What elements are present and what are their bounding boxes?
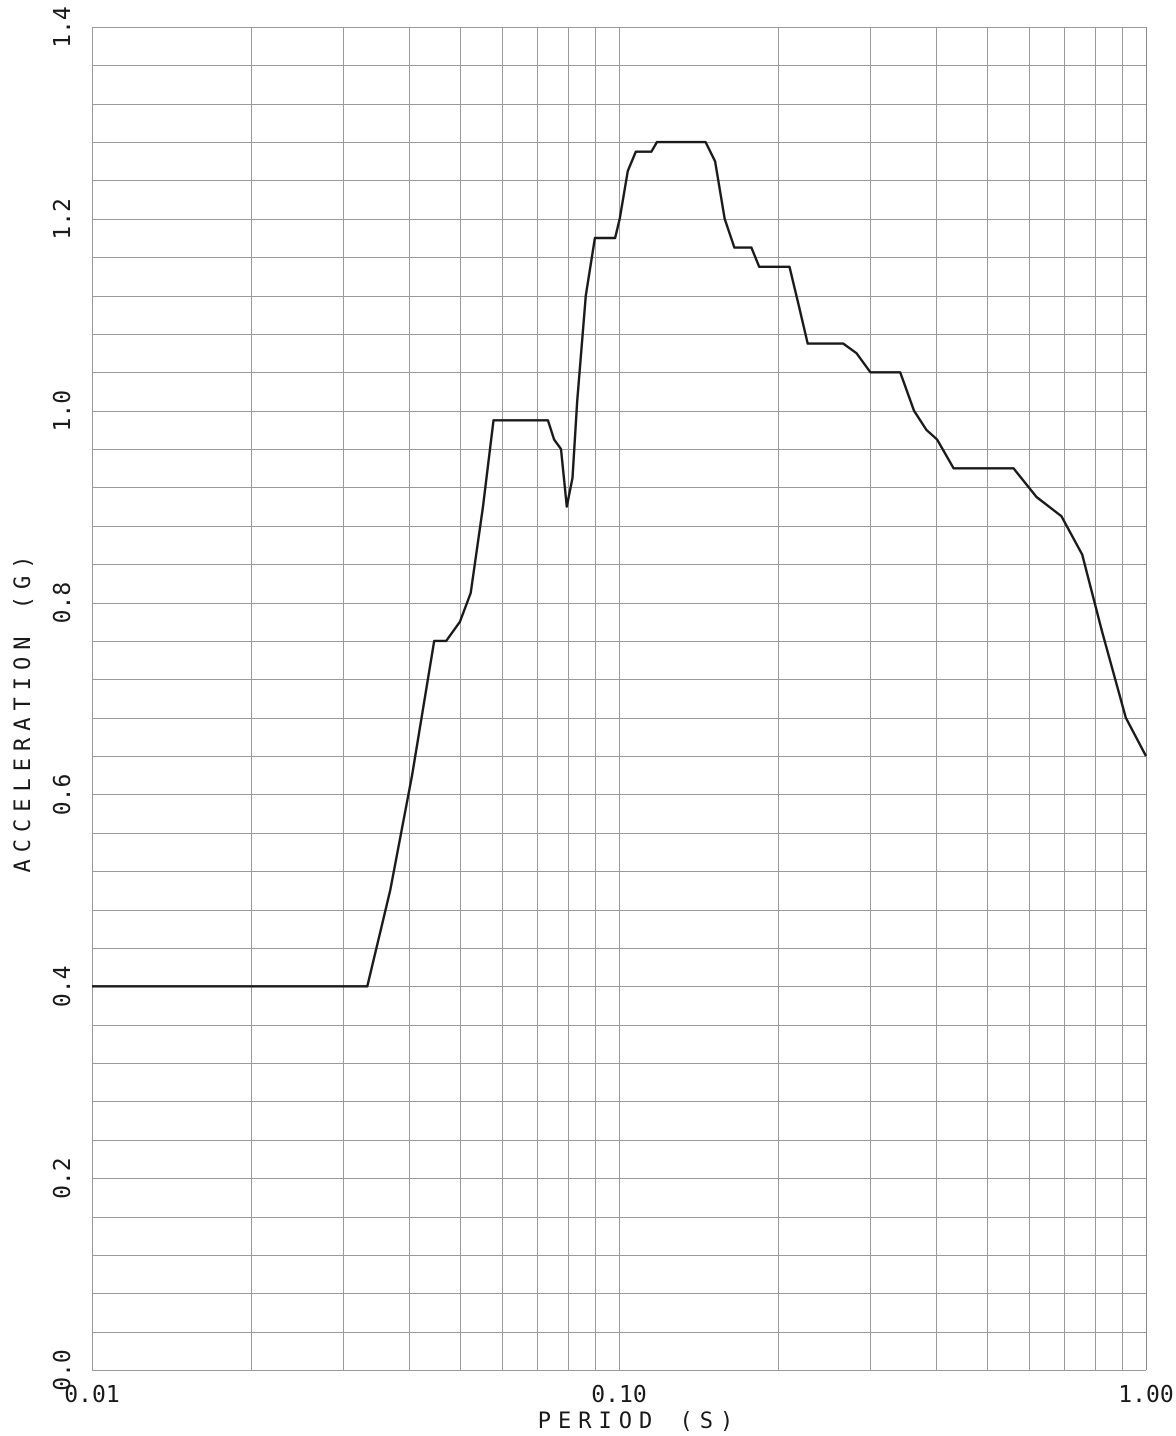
x-tick-label-0: 0.01 (64, 1382, 119, 1408)
y-tick-label-0: 0.0 (50, 1349, 76, 1391)
x-tick-label-1: 0.10 (591, 1382, 646, 1408)
y-tick-label-4: 0.8 (50, 582, 76, 624)
y-tick-label-7: 1.4 (50, 6, 76, 48)
y-tick-label-1: 0.2 (50, 1157, 76, 1199)
y-axis-title: ACCELERATION (G) (11, 549, 36, 873)
y-tick-label-3: 0.6 (50, 774, 76, 816)
axis-tick-labels: 0.01 0.10 1.00 0.0 0.2 0.4 0.6 0.8 1.0 1.2 1.4 (50, 6, 1174, 1408)
grid (92, 27, 1147, 1371)
x-axis-title: PERIOD (S) (538, 1409, 740, 1434)
x-tick-label-2: 1.00 (1118, 1382, 1173, 1408)
y-tick-label-6: 1.2 (50, 198, 76, 240)
y-tick-label-5: 1.0 (50, 390, 76, 432)
y-tick-label-2: 0.4 (50, 966, 76, 1008)
plot-series (92, 140, 1148, 988)
spectrum-line-0 (92, 140, 1148, 988)
